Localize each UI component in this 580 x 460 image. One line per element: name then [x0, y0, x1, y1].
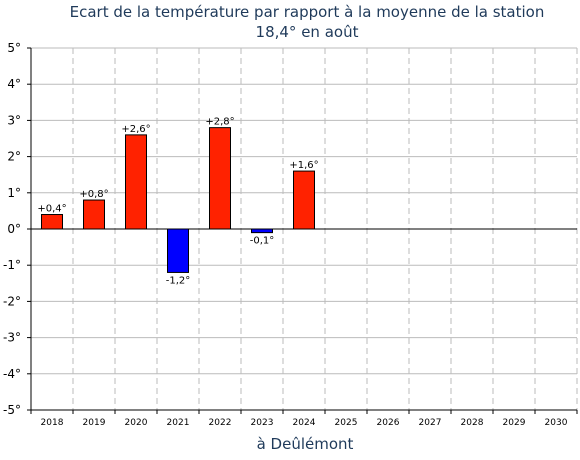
y-tick-label: 0°: [7, 222, 21, 236]
bar-2022: [209, 127, 231, 230]
chart-title: Ecart de la température par rapport à la…: [70, 3, 545, 21]
y-tick-label: 2°: [7, 150, 21, 164]
y-tick-labels: 5° 4° 3° 2° 1° 0° -1° -2° -3° -4° -5°: [3, 41, 21, 417]
bar-2019: [83, 199, 105, 230]
x-tick-label-2026: 2026: [377, 418, 400, 428]
x-tick-label-2024: 2024: [293, 418, 316, 428]
data-label-2020: +2,6°: [121, 124, 150, 135]
y-tick-label: 5°: [7, 41, 21, 55]
x-tick-label-2018: 2018: [41, 418, 64, 428]
x-tick-label-2028: 2028: [461, 418, 484, 428]
data-label-2021: -1,2°: [166, 275, 191, 286]
x-axis-title: à Deûlémont: [257, 435, 354, 453]
data-labels: +0,4° +0,8° +2,6° -1,2° +2,8° -0,1° +1,6°: [37, 117, 318, 287]
x-tick-label-2029: 2029: [503, 418, 526, 428]
y-tick-label: 3°: [7, 113, 21, 127]
x-tick-label-2020: 2020: [125, 418, 148, 428]
bar-2024: [293, 170, 315, 230]
y-tick-label: 4°: [7, 77, 21, 91]
axes: [27, 47, 578, 414]
bar-2023: [251, 228, 273, 234]
x-tick-label-2027: 2027: [419, 418, 442, 428]
x-tick-label-2025: 2025: [335, 418, 358, 428]
bars: [41, 127, 315, 273]
x-tick-label-2023: 2023: [251, 418, 274, 428]
x-tick-labels: 2018 2019 2020 2021 2022 2023 2024 2025 2026 2027…: [41, 418, 568, 428]
data-label-2022: +2,8°: [205, 117, 234, 128]
bar-2018: [41, 214, 63, 230]
data-label-2023: -0,1°: [250, 236, 275, 247]
bar-2020: [125, 134, 147, 230]
bar-2021: [167, 228, 189, 273]
data-label-2019: +0,8°: [79, 189, 108, 200]
x-tick-label-2030: 2030: [545, 418, 568, 428]
y-tick-label: -4°: [3, 367, 21, 381]
x-tick-label-2019: 2019: [83, 418, 106, 428]
y-tick-label: 1°: [7, 186, 21, 200]
data-label-2024: +1,6°: [289, 160, 318, 171]
data-label-2018: +0,4°: [37, 204, 66, 215]
chart-subtitle: 18,4° en août: [256, 23, 359, 41]
y-tick-label: -5°: [3, 403, 21, 417]
x-tick-label-2021: 2021: [167, 418, 190, 428]
x-tick-label-2022: 2022: [209, 418, 232, 428]
y-tick-label: -1°: [3, 258, 21, 272]
y-tick-label: -2°: [3, 294, 21, 308]
y-tick-label: -3°: [3, 331, 21, 345]
